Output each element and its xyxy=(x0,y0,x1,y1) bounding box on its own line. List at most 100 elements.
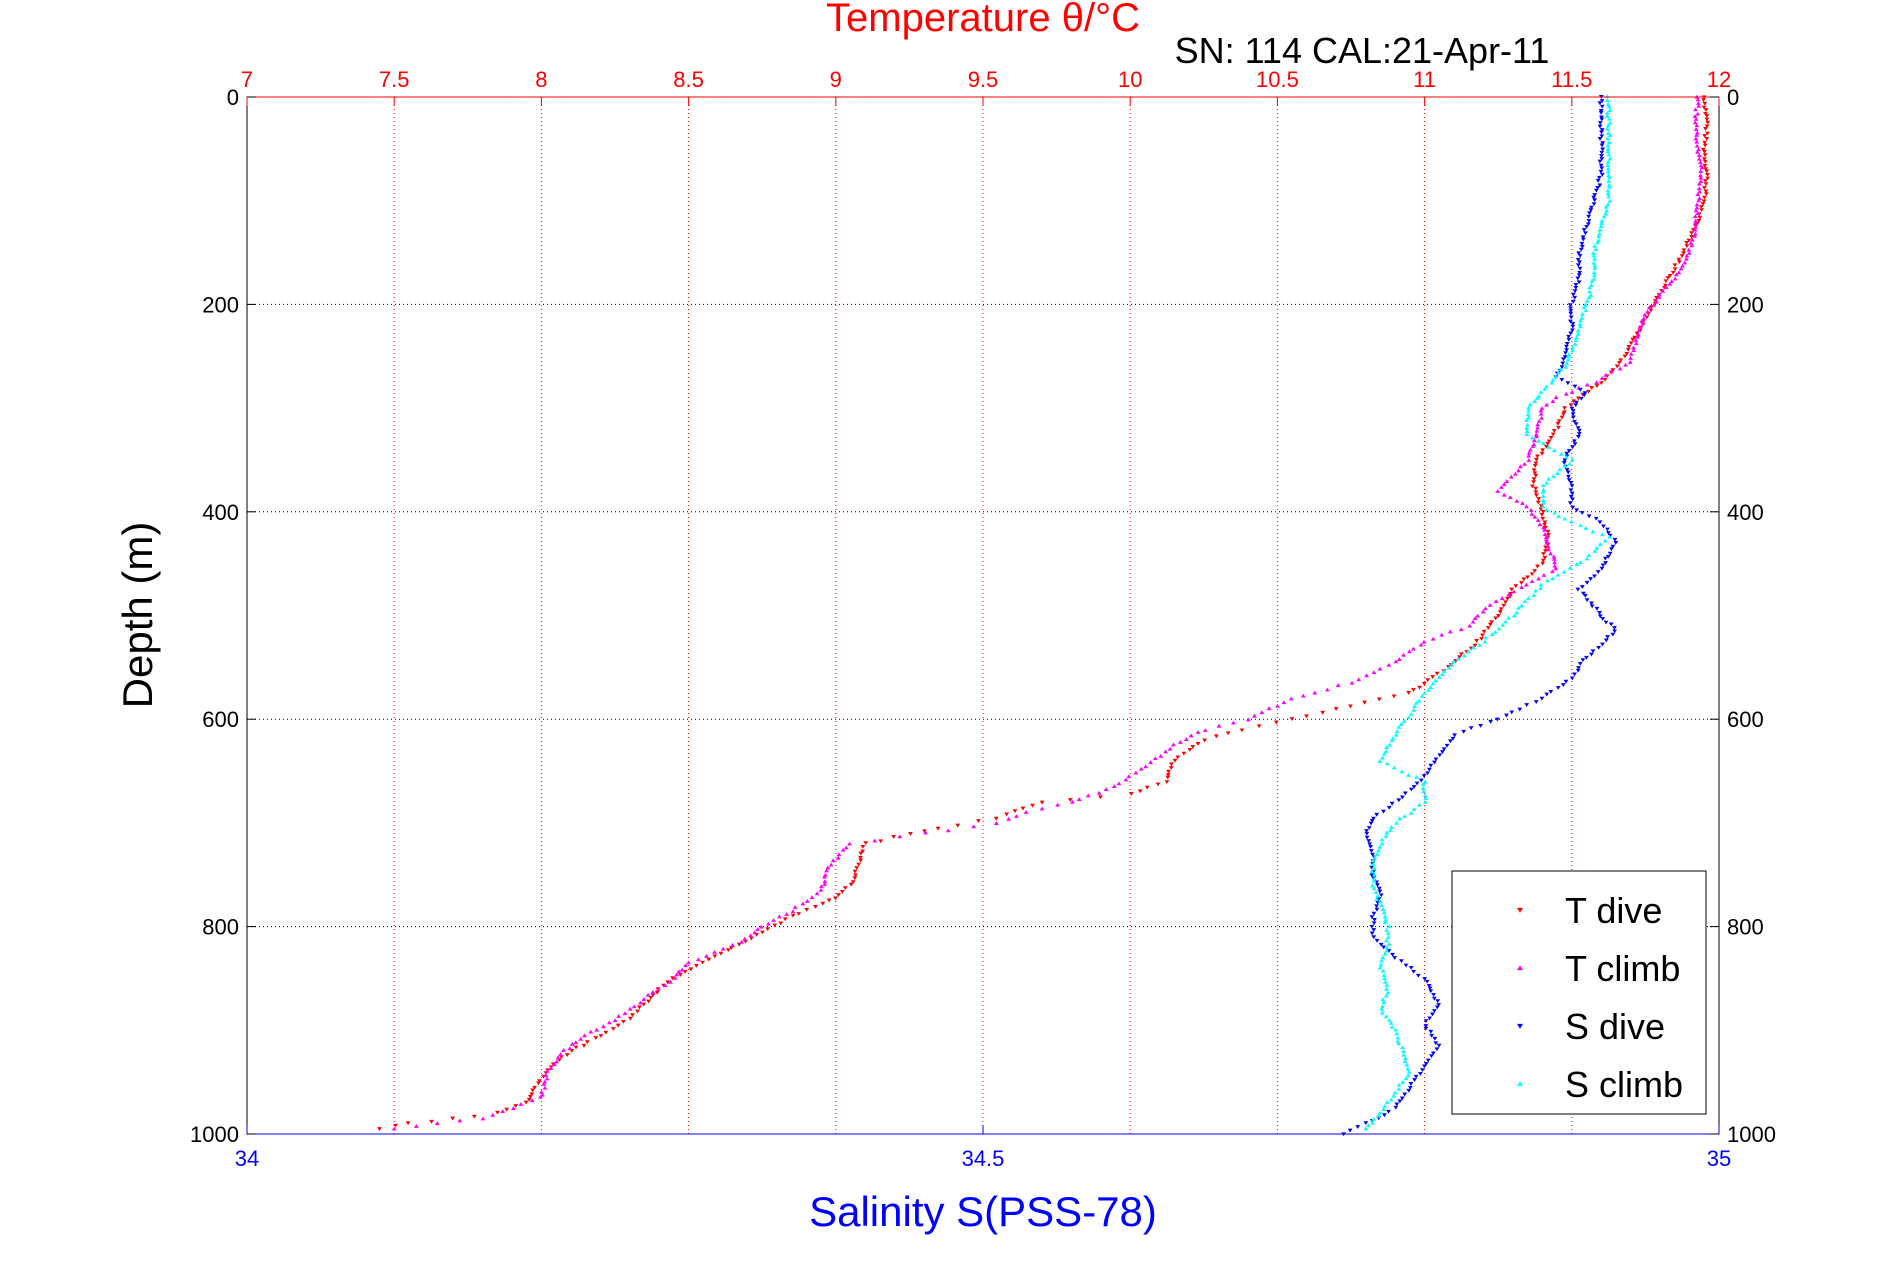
data-point xyxy=(1378,893,1384,898)
data-point xyxy=(606,1020,612,1025)
data-point xyxy=(790,909,796,914)
data-point xyxy=(1558,367,1564,372)
data-point xyxy=(1579,315,1585,320)
data-point xyxy=(1526,450,1532,455)
data-point xyxy=(818,887,824,892)
data-point xyxy=(1622,354,1628,359)
data-point xyxy=(1524,504,1529,509)
data-point xyxy=(863,841,869,846)
data-point xyxy=(1612,537,1618,542)
data-point xyxy=(1693,218,1699,223)
data-point xyxy=(1567,303,1573,308)
data-point xyxy=(601,1024,606,1029)
data-point xyxy=(1366,1123,1371,1128)
data-point xyxy=(1555,686,1561,690)
data-point xyxy=(1663,285,1669,289)
legend-label: S dive xyxy=(1565,1006,1665,1047)
data-point xyxy=(1363,1126,1369,1131)
data-point xyxy=(1391,765,1397,770)
data-point xyxy=(1703,189,1709,194)
data-point xyxy=(1252,713,1257,718)
data-point xyxy=(1536,497,1542,501)
data-point xyxy=(1586,295,1592,300)
data-point xyxy=(1614,364,1620,369)
data-point xyxy=(1541,572,1547,577)
data-point xyxy=(792,905,798,909)
data-point xyxy=(1641,316,1647,321)
data-point xyxy=(1378,962,1384,967)
data-point xyxy=(842,886,848,891)
data-point xyxy=(1377,965,1383,970)
data-point xyxy=(1577,260,1582,265)
data-point xyxy=(1561,460,1567,465)
data-point xyxy=(529,1098,535,1103)
data-point xyxy=(1494,717,1500,722)
data-point xyxy=(1600,141,1606,146)
data-point xyxy=(1401,719,1407,723)
data-point xyxy=(1374,938,1380,943)
y-tick-label-right: 400 xyxy=(1727,500,1764,525)
data-point xyxy=(1382,914,1388,919)
data-point xyxy=(923,830,928,835)
data-point xyxy=(1521,577,1527,582)
data-point xyxy=(1538,411,1544,416)
data-point xyxy=(1440,750,1445,754)
data-point xyxy=(1701,105,1707,110)
data-point xyxy=(1397,816,1403,821)
data-point xyxy=(1386,1017,1392,1022)
data-point xyxy=(1542,555,1548,560)
data-point xyxy=(1393,732,1399,737)
data-point xyxy=(1422,799,1428,804)
data-point xyxy=(1324,687,1330,692)
data-point xyxy=(1678,266,1684,271)
data-point xyxy=(1570,345,1575,350)
data-point xyxy=(1589,601,1594,606)
data-point xyxy=(822,881,828,886)
data-point xyxy=(1628,356,1633,360)
data-point xyxy=(1266,706,1272,711)
data-point xyxy=(1584,556,1590,561)
legend-label: T climb xyxy=(1565,948,1680,989)
data-point xyxy=(1039,806,1045,811)
data-point xyxy=(1393,1027,1398,1032)
data-point xyxy=(1577,270,1582,275)
data-point xyxy=(1406,715,1411,720)
data-point xyxy=(1384,945,1390,950)
data-point xyxy=(1386,805,1392,810)
data-point xyxy=(1525,596,1531,600)
data-point xyxy=(1513,584,1519,589)
data-point xyxy=(1592,193,1598,197)
data-point xyxy=(1587,289,1592,294)
data-point xyxy=(1363,1121,1369,1126)
data-point xyxy=(1568,519,1574,524)
temperature-tick-label: 9 xyxy=(830,67,842,92)
data-point xyxy=(1548,551,1553,556)
data-point xyxy=(1560,683,1566,687)
data-point xyxy=(1526,415,1532,420)
data-point xyxy=(1705,120,1711,125)
data-point xyxy=(1591,270,1597,275)
data-point xyxy=(1563,364,1569,369)
temperature-tick-label: 7.5 xyxy=(379,67,410,92)
data-point xyxy=(1567,461,1573,466)
data-point xyxy=(1384,983,1390,987)
data-point xyxy=(1540,483,1546,488)
data-point xyxy=(1580,235,1586,240)
data-point xyxy=(1565,470,1571,475)
data-point xyxy=(1372,872,1377,877)
data-point xyxy=(1702,179,1708,184)
data-point xyxy=(1524,425,1530,430)
data-point xyxy=(1425,678,1431,683)
data-point xyxy=(777,914,782,919)
data-point xyxy=(1492,630,1498,634)
data-point xyxy=(1433,1041,1439,1046)
data-point xyxy=(1605,130,1611,135)
data-point xyxy=(860,844,866,849)
data-point xyxy=(1137,789,1143,794)
data-point xyxy=(1592,548,1598,553)
data-point xyxy=(1394,729,1400,733)
data-point xyxy=(1172,758,1178,763)
data-point xyxy=(1545,533,1551,537)
data-point xyxy=(1422,1064,1427,1069)
data-point xyxy=(1587,285,1593,290)
